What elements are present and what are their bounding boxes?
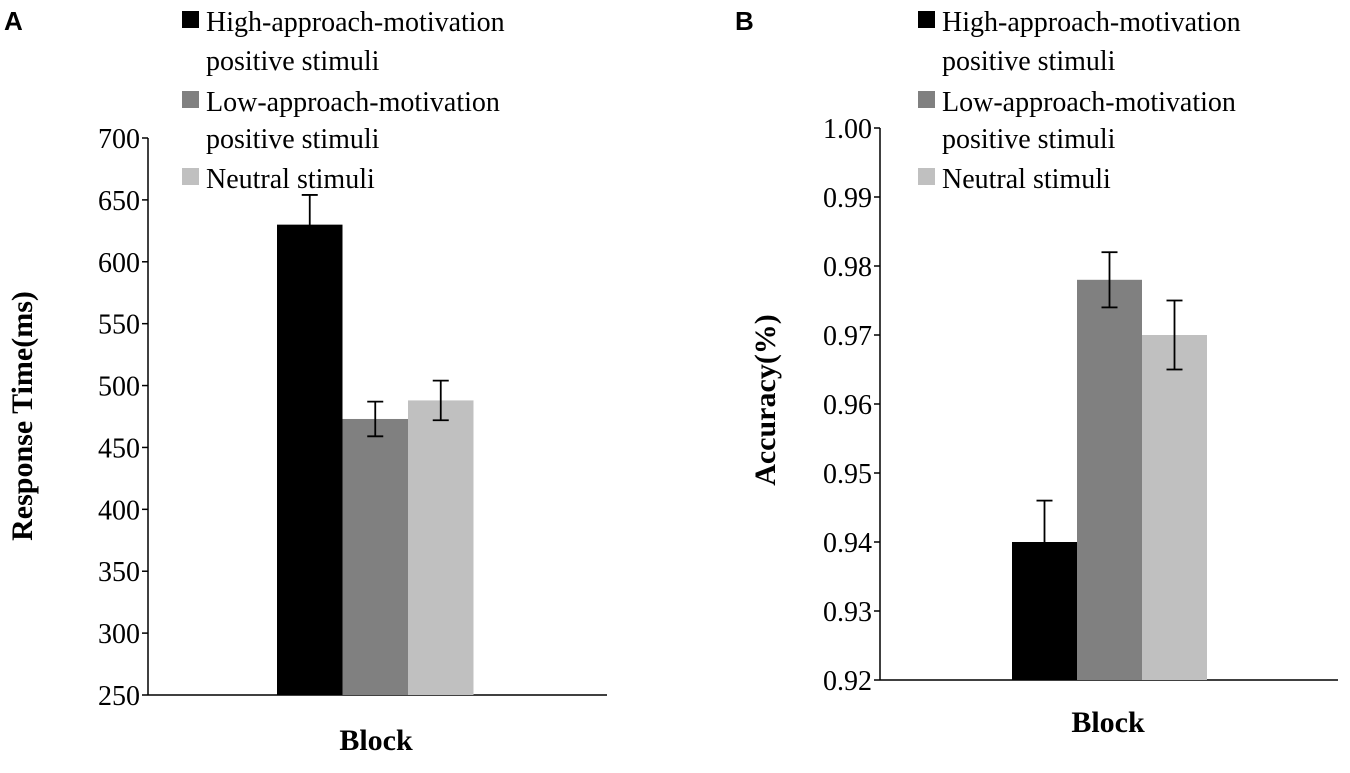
legend-swatch-neutral	[918, 168, 935, 185]
y-tick-label: 250	[98, 681, 140, 712]
panel-a-y-axis-label: Response Time(ms)	[6, 291, 39, 541]
y-tick-label: 550	[98, 310, 140, 341]
panel-a-y-ticks: 250 300 350 400 450 500 550 600 650 700	[98, 124, 148, 712]
y-tick-label: 350	[98, 557, 140, 588]
legend-swatch-high-approach	[918, 11, 935, 28]
error-bar-high-approach	[301, 194, 318, 256]
y-tick-label: 0.98	[823, 252, 872, 283]
legend-swatch-high-approach	[182, 11, 199, 28]
panel-b-letter: B	[735, 6, 754, 36]
panel-a-letter: A	[4, 6, 23, 36]
legend-swatch-neutral	[182, 168, 199, 185]
error-bar-neutral	[1166, 299, 1183, 371]
error-bar-low-approach	[367, 400, 384, 438]
y-tick-label: 1.00	[823, 114, 872, 145]
bar-low-approach	[1077, 279, 1142, 680]
panel-a-bars	[277, 194, 474, 695]
panel-b-y-axis-label: Accuracy(%)	[749, 314, 782, 486]
bar-low-approach	[342, 418, 408, 695]
bar-neutral	[408, 400, 474, 695]
y-tick-label: 0.99	[823, 183, 872, 214]
error-bar-high-approach	[1036, 499, 1053, 585]
y-tick-label: 0.93	[823, 597, 872, 628]
y-tick-label: 0.97	[823, 321, 872, 352]
error-bar-neutral	[432, 379, 449, 422]
y-tick-label: 0.94	[823, 528, 872, 559]
y-tick-label: 0.95	[823, 459, 872, 490]
y-tick-label: 300	[98, 619, 140, 650]
panel-b: B 0.92 0.93 0.94 0.95 0.96 0.97 0.98 0.99 1.00 B…	[735, 6, 1338, 739]
y-tick-label: 400	[98, 495, 140, 526]
panel-a-x-axis-label: Block	[339, 724, 413, 757]
legend-label-low-approach-line2: positive stimuli	[206, 124, 380, 155]
y-tick-label: 0.96	[823, 390, 872, 421]
bar-high-approach	[277, 224, 343, 695]
legend-label-low-approach-line1: Low-approach-motivation	[942, 87, 1236, 118]
legend-label-neutral: Neutral stimuli	[206, 164, 375, 195]
legend-label-high-approach-line1: High-approach-motivation	[206, 7, 505, 38]
legend-swatch-low-approach	[918, 91, 935, 108]
panel-a: A 250 300 350 400 450 500 550 600 650 700 Block R…	[4, 6, 607, 757]
y-tick-label: 450	[98, 433, 140, 464]
legend-swatch-low-approach	[182, 91, 199, 108]
y-tick-label: 700	[98, 124, 140, 155]
legend-label-low-approach-line1: Low-approach-motivation	[206, 87, 500, 118]
legend-label-high-approach-line2: positive stimuli	[942, 46, 1116, 77]
panel-a-legend: High-approach-motivation positive stimul…	[182, 7, 505, 195]
y-tick-label: 650	[98, 186, 140, 217]
legend-label-high-approach-line1: High-approach-motivation	[942, 7, 1241, 38]
bar-neutral	[1142, 335, 1207, 680]
panel-b-legend: High-approach-motivation positive stimul…	[918, 7, 1241, 195]
y-tick-label: 600	[98, 248, 140, 279]
panel-b-bars	[1012, 251, 1207, 680]
panel-b-y-ticks: 0.92 0.93 0.94 0.95 0.96 0.97 0.98 0.99 1.00	[823, 114, 880, 697]
y-tick-label: 0.92	[823, 666, 872, 697]
legend-label-high-approach-line2: positive stimuli	[206, 46, 380, 77]
error-bar-low-approach	[1101, 251, 1118, 309]
panel-b-x-axis-label: Block	[1071, 706, 1145, 739]
legend-label-low-approach-line2: positive stimuli	[942, 124, 1116, 155]
legend-label-neutral: Neutral stimuli	[942, 164, 1111, 195]
y-tick-label: 500	[98, 372, 140, 403]
